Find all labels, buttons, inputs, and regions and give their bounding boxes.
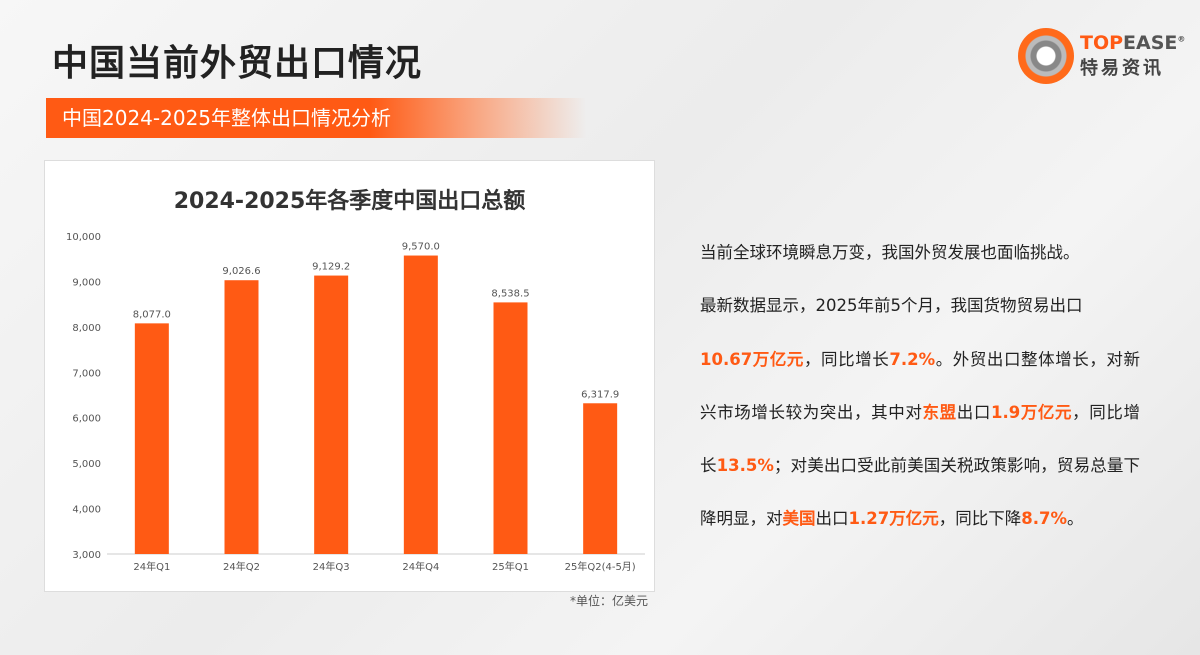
txt: ，同比增长	[700, 402, 1141, 476]
bar-chart: 3,000 4,000 5,000 6,000 7,000 8,000 9,000 10,00…	[66, 232, 645, 573]
data-label: 8,538.5	[491, 288, 529, 299]
unit-note: *单位：亿美元	[570, 594, 649, 608]
y-tick-label: 7,000	[72, 368, 101, 379]
line-2: 最新数据显示，2025年前5个月，我国货物贸易出口	[700, 296, 1083, 316]
txt: ，同比增长	[803, 349, 890, 369]
txt: 。	[1066, 509, 1084, 529]
section-banner: 中国2024-2025年整体出口情况分析	[46, 98, 586, 138]
data-label: 8,077.0	[133, 309, 171, 320]
x-tick-label: 25年Q2(4-5月)	[565, 560, 636, 573]
data-label: 9,026.6	[222, 266, 260, 277]
chart-title: 2024-2025年各季度中国出口总额	[173, 189, 526, 214]
txt: 出口	[815, 509, 849, 529]
y-tick-label: 9,000	[72, 277, 101, 288]
hl-asean: 东盟	[922, 402, 957, 422]
txt: ；对美出口受此前美国关税政策影响，贸易总量下降明显，对	[700, 456, 1141, 529]
line-1: 当前全球环境瞬息万变，我国外贸发展也面临挑战。	[700, 243, 1080, 262]
logo: TOPEASE® 特易资讯	[1018, 28, 1185, 84]
x-tick-label: 24年Q4	[402, 560, 439, 573]
x-tick-label: 24年Q1	[133, 560, 170, 573]
y-tick-label: 6,000	[72, 414, 101, 425]
data-label: 9,129.2	[312, 262, 350, 273]
bar	[583, 403, 618, 554]
y-tick-label: 10,000	[66, 232, 101, 243]
y-tick-label: 3,000	[72, 550, 101, 561]
hl-growth: 7.2%	[889, 349, 936, 369]
txt: 出口	[956, 402, 991, 422]
data-label: 6,317.9	[581, 389, 619, 400]
x-tick-label: 24年Q3	[313, 560, 350, 573]
x-tick-label: 24年Q2	[223, 560, 260, 573]
y-tick-label: 8,000	[72, 323, 101, 334]
txt: ，同比下降	[938, 509, 1022, 529]
bar	[314, 275, 349, 554]
data-label: 9,570.0	[402, 242, 440, 253]
hl-us-decline: 8.7%	[1021, 509, 1067, 529]
hl-total: 10.67万亿元	[700, 349, 804, 369]
logo-cn: 特易资讯	[1080, 58, 1164, 79]
hl-us: 美国	[782, 509, 816, 529]
chart-card: 2024-2025年各季度中国出口总额 3,000 4,000 5,000 6,000…	[44, 160, 655, 592]
bar	[224, 280, 259, 554]
hl-asean-value: 1.9万亿元	[990, 402, 1073, 422]
logo-en: TOPEASE®	[1080, 32, 1186, 54]
x-tick-label: 25年Q1	[492, 560, 529, 573]
logo-ring-icon	[1018, 28, 1074, 84]
bar	[134, 323, 169, 554]
txt: 。外贸出口整体增长，对新兴市场增长较为突出，其中对	[700, 349, 1141, 422]
analysis-text: 当前全球环境瞬息万变，我国外贸发展也面临挑战。 最新数据显示，2025年前5个月…	[700, 226, 1140, 546]
y-tick-label: 4,000	[72, 505, 101, 516]
y-tick-label: 5,000	[72, 459, 101, 470]
page-title: 中国当前外贸出口情况	[52, 43, 423, 84]
hl-asean-growth: 13.5%	[716, 456, 774, 476]
hl-us-value: 1.27万亿元	[848, 509, 939, 529]
bar	[403, 255, 438, 554]
bar	[493, 302, 528, 554]
